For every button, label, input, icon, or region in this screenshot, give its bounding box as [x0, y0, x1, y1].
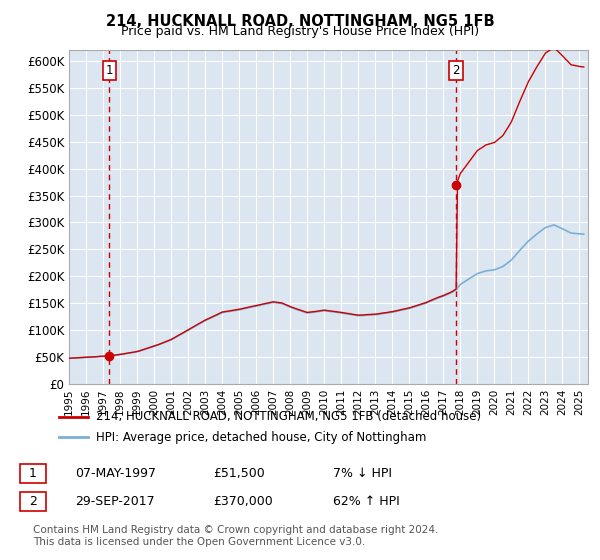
- Text: Price paid vs. HM Land Registry's House Price Index (HPI): Price paid vs. HM Land Registry's House …: [121, 25, 479, 38]
- Text: £370,000: £370,000: [213, 494, 273, 508]
- Text: HPI: Average price, detached house, City of Nottingham: HPI: Average price, detached house, City…: [95, 431, 426, 444]
- Text: 07-MAY-1997: 07-MAY-1997: [75, 466, 156, 480]
- Text: 1: 1: [29, 466, 37, 480]
- Text: £51,500: £51,500: [213, 466, 265, 480]
- Text: 2: 2: [29, 494, 37, 508]
- Text: Contains HM Land Registry data © Crown copyright and database right 2024.
This d: Contains HM Land Registry data © Crown c…: [33, 525, 439, 547]
- Text: 62% ↑ HPI: 62% ↑ HPI: [333, 494, 400, 508]
- Text: 29-SEP-2017: 29-SEP-2017: [75, 494, 155, 508]
- Text: 214, HUCKNALL ROAD, NOTTINGHAM, NG5 1FB (detached house): 214, HUCKNALL ROAD, NOTTINGHAM, NG5 1FB …: [95, 410, 481, 423]
- Text: 7% ↓ HPI: 7% ↓ HPI: [333, 466, 392, 480]
- Text: 1: 1: [106, 64, 113, 77]
- Text: 2: 2: [452, 64, 460, 77]
- Text: 214, HUCKNALL ROAD, NOTTINGHAM, NG5 1FB: 214, HUCKNALL ROAD, NOTTINGHAM, NG5 1FB: [106, 14, 494, 29]
